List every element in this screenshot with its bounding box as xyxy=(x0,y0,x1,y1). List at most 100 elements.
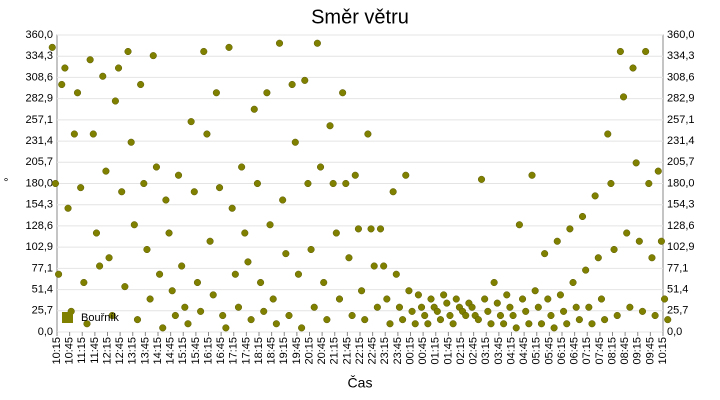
x-tick-label: 08:15 xyxy=(606,337,618,365)
point xyxy=(225,43,233,51)
point xyxy=(553,237,561,245)
y2-tick-label: 308,6 xyxy=(667,71,695,83)
point xyxy=(165,229,173,237)
point xyxy=(127,138,135,146)
y-tick-label: 308,6 xyxy=(25,71,53,83)
x-tick-label: 02:15 xyxy=(455,337,467,365)
point xyxy=(124,47,132,56)
y-tick-label: 180,0 xyxy=(25,177,53,189)
y-tick-label: 77,1 xyxy=(32,262,53,274)
point xyxy=(238,163,246,171)
point xyxy=(367,225,375,233)
x-tick-label: 00:15 xyxy=(404,337,416,365)
point xyxy=(547,311,555,320)
point xyxy=(588,320,596,328)
point xyxy=(528,171,536,179)
y-tick-label: 231,4 xyxy=(25,135,53,147)
x-tick-label: 16:15 xyxy=(202,337,214,365)
point xyxy=(481,295,489,303)
point xyxy=(96,262,104,270)
point xyxy=(342,179,350,188)
point xyxy=(651,311,659,320)
point xyxy=(234,303,243,311)
point xyxy=(376,225,385,233)
point xyxy=(506,303,514,311)
x-tick-label: 13:15 xyxy=(127,337,139,365)
point xyxy=(361,316,369,324)
x-tick-label: 20:45 xyxy=(316,337,328,365)
y-tick-label: 334,3 xyxy=(25,50,53,62)
y-axis-label: ° xyxy=(4,175,9,189)
point xyxy=(632,159,640,167)
point xyxy=(301,76,309,84)
point xyxy=(80,278,88,287)
y2-tick-label: 334,3 xyxy=(667,50,695,62)
point xyxy=(373,303,381,311)
point xyxy=(108,311,116,320)
point xyxy=(203,130,211,138)
y-tick-label: 257,1 xyxy=(25,114,53,126)
x-tick-label: 13:45 xyxy=(139,337,151,365)
point xyxy=(77,184,85,192)
point xyxy=(509,311,517,320)
x-tick-label: 07:15 xyxy=(581,337,593,365)
point xyxy=(537,320,546,328)
point xyxy=(556,291,564,299)
point xyxy=(433,307,441,315)
x-tick-label: 01:15 xyxy=(430,337,442,365)
point xyxy=(626,303,634,311)
x-tick-label: 08:45 xyxy=(619,337,631,365)
x-tick-label: 04:15 xyxy=(505,337,517,365)
point xyxy=(522,307,530,315)
point xyxy=(446,311,454,320)
point xyxy=(607,179,615,188)
point xyxy=(560,307,568,315)
point xyxy=(351,171,359,179)
point xyxy=(250,105,258,113)
point xyxy=(263,89,271,97)
point xyxy=(288,80,296,89)
x-tick-label: 01:45 xyxy=(442,337,454,365)
x-tick-label: 21:45 xyxy=(341,337,353,365)
x-tick-label: 02:45 xyxy=(468,337,480,365)
point xyxy=(525,320,533,328)
point xyxy=(209,291,217,299)
point xyxy=(664,316,672,324)
point xyxy=(345,254,353,262)
point xyxy=(118,188,126,196)
point xyxy=(83,320,91,328)
point xyxy=(121,283,129,291)
y2-tick-label: 154,3 xyxy=(667,199,695,211)
x-tick-label: 23:15 xyxy=(379,337,391,365)
point xyxy=(105,254,113,262)
point xyxy=(597,295,606,303)
x-tick-label: 20:15 xyxy=(303,337,315,365)
y2-tick-label: 102,9 xyxy=(667,241,695,253)
point xyxy=(414,291,422,299)
point xyxy=(282,250,290,258)
x-tick-label: 16:45 xyxy=(215,337,227,365)
point xyxy=(578,212,587,221)
y-tick-label: 128,6 xyxy=(25,220,53,232)
point xyxy=(421,311,429,320)
x-tick-label: 03:45 xyxy=(493,337,505,365)
x-tick-label: 09:45 xyxy=(644,337,656,365)
x-tick-label: 22:15 xyxy=(354,337,366,365)
point xyxy=(427,295,435,303)
y-tick-label: 154,3 xyxy=(25,199,53,211)
point xyxy=(550,324,558,332)
point xyxy=(73,89,82,97)
point xyxy=(616,47,624,56)
point xyxy=(55,270,63,278)
point xyxy=(389,188,397,196)
point xyxy=(657,237,665,245)
point xyxy=(619,93,628,101)
x-tick-label: 19:15 xyxy=(278,337,290,365)
point xyxy=(364,130,372,138)
x-tick-label: 23:45 xyxy=(392,337,404,365)
y-tick-label: 102,9 xyxy=(25,241,53,253)
point xyxy=(269,295,277,303)
x-tick-label: 12:45 xyxy=(114,337,126,365)
point xyxy=(604,130,612,138)
point xyxy=(140,179,148,188)
